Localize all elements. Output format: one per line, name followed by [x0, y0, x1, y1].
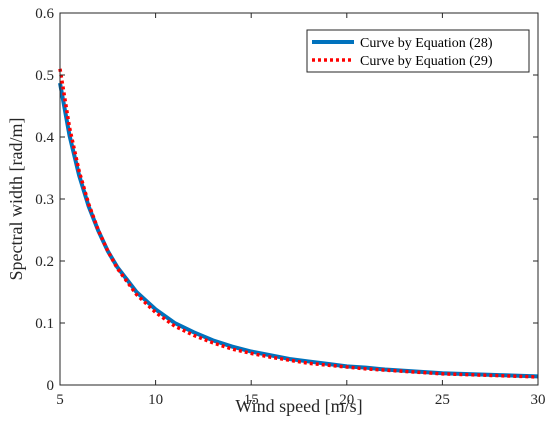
y-tick-label: 0.1	[35, 316, 54, 332]
x-tick-label: 20	[339, 392, 354, 408]
y-tick-label: 0	[47, 378, 55, 394]
legend-box	[306, 29, 530, 73]
ticks-layer: 5 10 15 20 25 30 0 0.1 0.2 0.3 0.4 0.5 0.6	[35, 6, 545, 408]
x-tick-label: 15	[244, 392, 259, 408]
y-tick-label: 0.2	[35, 254, 54, 270]
x-tick-label: 25	[435, 392, 450, 408]
legend-label-eq28: Curve by Equation (28)	[360, 36, 493, 51]
legend: Curve by Equation (28) Curve by Equation…	[306, 29, 530, 73]
x-tick-label: 30	[531, 392, 546, 408]
series-line-eq28	[58, 82, 539, 379]
x-tick-label: 5	[56, 392, 64, 408]
y-tick-label: 0.4	[35, 130, 54, 146]
x-axis-title: Wind speed [m/s]	[235, 396, 362, 416]
y-axis-title: Spectral width [rad/m]	[6, 118, 26, 281]
series-line-eq29	[58, 68, 539, 379]
y-tick-label: 0.3	[35, 192, 54, 208]
legend-label-eq29: Curve by Equation (29)	[360, 54, 493, 69]
series-layer	[58, 68, 539, 379]
x-tick-label: 10	[148, 392, 163, 408]
y-tick-label: 0.5	[35, 68, 54, 84]
y-tick-label: 0.6	[35, 6, 54, 22]
